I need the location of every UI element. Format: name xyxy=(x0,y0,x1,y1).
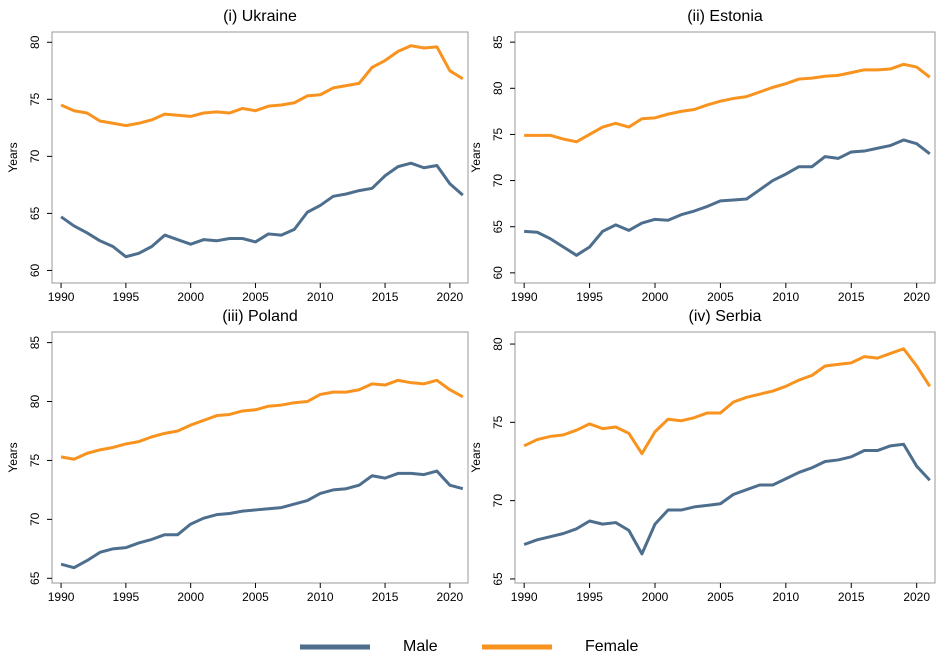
y-tick-label: 60 xyxy=(28,263,42,277)
plot-area xyxy=(51,331,469,584)
y-axis-label: Years xyxy=(469,142,483,172)
legend-label: Male xyxy=(403,638,438,655)
y-tick-label: 65 xyxy=(491,220,505,234)
y-tick-label: 85 xyxy=(491,35,505,49)
y-tick-label: 80 xyxy=(491,81,505,95)
y-tick-label: 75 xyxy=(28,453,42,467)
x-tick-label: 1990 xyxy=(511,290,538,304)
x-tick-label: 1995 xyxy=(113,290,140,304)
y-tick-label: 75 xyxy=(491,415,505,429)
x-tick-label: 2010 xyxy=(307,290,334,304)
y-tick-label: 80 xyxy=(28,395,42,409)
x-tick-label: 2010 xyxy=(772,590,799,604)
panel-title: (i) Ukraine xyxy=(223,8,297,25)
x-tick-label: 2005 xyxy=(707,290,734,304)
y-tick-label: 75 xyxy=(28,92,42,106)
x-tick-label: 2015 xyxy=(372,590,399,604)
y-tick-label: 85 xyxy=(28,336,42,350)
series-line xyxy=(523,442,931,556)
panel-title: (ii) Estonia xyxy=(687,8,763,25)
x-tick-label: 2000 xyxy=(177,290,204,304)
y-tick-label: 65 xyxy=(28,206,42,220)
x-tick-label: 1995 xyxy=(576,590,603,604)
x-tick-label: 1990 xyxy=(511,590,538,604)
y-tick-label: 70 xyxy=(491,174,505,188)
x-tick-label: 2020 xyxy=(903,590,930,604)
legend-label: Female xyxy=(585,638,638,655)
x-tick-label: 2010 xyxy=(307,590,334,604)
x-tick-label: 2020 xyxy=(437,290,464,304)
x-tick-label: 1990 xyxy=(48,290,75,304)
plot-area xyxy=(514,31,936,284)
x-tick-label: 2015 xyxy=(838,290,865,304)
x-tick-label: 2015 xyxy=(838,590,865,604)
y-axis-label: Years xyxy=(6,142,20,172)
x-tick-label: 2000 xyxy=(642,290,669,304)
x-tick-label: 2005 xyxy=(707,590,734,604)
y-tick-label: 65 xyxy=(28,571,42,585)
series-line xyxy=(60,44,464,128)
x-tick-label: 2020 xyxy=(437,590,464,604)
panel-title: (iii) Poland xyxy=(222,308,298,325)
x-tick-label: 2000 xyxy=(177,590,204,604)
y-tick-label: 75 xyxy=(491,127,505,141)
x-tick-label: 2005 xyxy=(242,290,269,304)
x-tick-label: 1990 xyxy=(48,590,75,604)
x-tick-label: 2015 xyxy=(372,290,399,304)
series-line xyxy=(60,469,464,570)
y-tick-label: 70 xyxy=(491,494,505,508)
y-axis-label: Years xyxy=(6,442,20,472)
series-line xyxy=(60,161,464,259)
series-line xyxy=(523,347,932,456)
y-tick-label: 65 xyxy=(491,572,505,586)
y-tick-label: 70 xyxy=(28,512,42,526)
series-line xyxy=(524,138,931,257)
series-line xyxy=(60,378,464,461)
plot-area xyxy=(514,331,936,584)
x-tick-label: 2005 xyxy=(242,590,269,604)
y-axis-label: Years xyxy=(469,442,483,472)
y-tick-label: 70 xyxy=(28,149,42,163)
series-line xyxy=(524,62,931,144)
y-tick-label: 60 xyxy=(491,266,505,280)
x-tick-label: 1995 xyxy=(113,590,140,604)
panel-title: (iv) Serbia xyxy=(689,308,762,325)
plot-area xyxy=(51,31,469,284)
x-tick-label: 2020 xyxy=(903,290,930,304)
y-tick-label: 80 xyxy=(28,35,42,49)
y-tick-label: 80 xyxy=(491,337,505,351)
x-tick-label: 2010 xyxy=(772,290,799,304)
x-tick-label: 1995 xyxy=(576,290,603,304)
x-tick-label: 2000 xyxy=(642,590,669,604)
